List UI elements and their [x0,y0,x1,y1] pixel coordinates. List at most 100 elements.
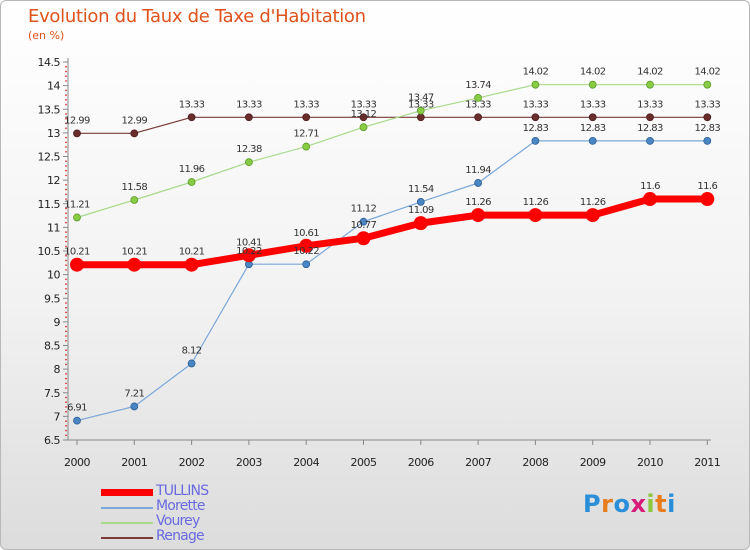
legend-swatch [101,507,153,509]
data-point-vourey [244,158,253,167]
data-label-tullins: 11.26 [580,197,606,208]
logo-letter: i [667,490,676,518]
data-point-tullins [413,216,428,231]
data-label-tullins: 10.77 [351,220,377,231]
y-minor-dot [65,94,67,96]
y-tick-label: 10.5 [38,245,61,258]
legend-label: Vourey [156,513,200,529]
legend-swatch [101,522,153,524]
data-label-tullins: 11.26 [523,197,549,208]
data-label-tullins: 10.21 [121,247,147,258]
y-tick-label: 9 [54,316,61,329]
data-point-vourey [359,123,368,132]
series-line-morette [76,140,708,422]
data-point-vourey [416,106,425,115]
y-minor-dot [65,80,67,82]
y-minor-dot [65,269,67,271]
data-point-morette [187,359,196,368]
data-point-renage [244,113,253,122]
data-label-renage: 12.99 [121,115,147,126]
y-minor-dot [65,254,67,257]
y-minor-dot [65,217,67,219]
logo-letter: x [630,490,647,518]
data-label-renage: 12.99 [64,115,90,126]
y-minor-dot [65,231,67,233]
y-tick-label: 9.5 [44,292,60,305]
data-point-tullins [528,208,543,223]
y-minor-dot [65,425,67,427]
data-label-vourey: 13.74 [465,80,491,91]
y-minor-dot [65,207,67,210]
logo-letter: i [646,490,656,518]
y-minor-dot [65,306,67,309]
data-point-vourey [187,178,196,186]
data-label-vourey: 11.21 [64,199,90,210]
data-label-morette: 11.94 [465,165,491,176]
y-minor-dot [65,160,67,163]
y-tick-label: 13 [47,127,60,140]
data-label-morette: 12.83 [694,123,720,134]
data-label-morette: 10.22 [293,246,319,257]
y-minor-dot [65,70,67,73]
x-tick-label: 2011 [694,456,720,469]
y-minor-dot [65,240,67,243]
y-tick-label: 7.5 [44,387,60,400]
data-point-morette [359,217,368,226]
y-minor-dot [65,387,67,389]
data-label-morette: 7.21 [124,388,144,399]
y-minor-dot [65,75,67,77]
data-label-vourey: 13.12 [351,109,377,120]
legend-item-tullins: TULLINS [101,483,241,500]
data-point-renage [646,113,654,122]
legend-label: Morette [156,498,205,514]
y-minor-dot [65,377,67,380]
y-minor-dot [65,113,67,115]
data-point-renage [130,129,139,138]
y-minor-dot [65,264,67,266]
legend-label: TULLINS [156,483,209,499]
data-label-tullins: 11.09 [408,205,434,216]
data-point-morette [73,416,81,425]
data-label-renage: 13.33 [637,99,663,110]
chart-title: Evolution du Taux de Taxe d'Habitation [28,6,366,27]
x-tick-label: 2006 [408,456,434,469]
y-minor-dot [65,358,67,361]
y-tick-label: 8 [54,363,61,376]
x-tick-label: 2004 [293,456,319,469]
y-minor-dot [65,245,67,248]
data-label-morette: 12.83 [637,123,663,134]
y-minor-dot [65,188,67,191]
data-label-vourey: 13.47 [408,93,434,104]
data-label-morette: 6.91 [67,403,87,414]
data-label-morette: 12.83 [523,123,549,134]
y-minor-dot [65,184,67,186]
x-tick-label: 2000 [64,456,90,469]
data-point-tullins [299,238,314,253]
y-minor-dot [65,99,67,101]
data-label-vourey: 12.38 [236,144,262,155]
data-point-tullins [643,192,657,207]
legend: TULLINS Morette Vourey Renage [101,483,241,545]
y-tick-label: 6.5 [44,434,60,447]
data-point-renage [359,113,368,122]
data-label-renage: 13.33 [465,99,491,110]
logo-letter: o [613,490,631,518]
y-tick-label: 13.5 [38,103,61,116]
y-minor-dot [65,434,67,437]
y-minor-dot [65,122,67,125]
data-point-morette [531,137,540,145]
y-minor-dot [65,89,67,92]
legend-item-morette: Morette [101,498,241,515]
data-label-tullins: 11.6 [697,181,717,192]
data-point-vourey [646,80,654,89]
legend-swatch [101,537,153,539]
x-tick-label: 2003 [236,456,262,469]
y-minor-dot [65,259,67,262]
y-tick-label: 7 [54,410,61,423]
data-point-renage [588,113,597,122]
data-point-renage [474,113,483,122]
unit-label: (en %) [28,29,65,42]
legend-label: Renage [156,528,205,544]
data-point-morette [416,197,425,206]
y-minor-dot [65,330,67,333]
